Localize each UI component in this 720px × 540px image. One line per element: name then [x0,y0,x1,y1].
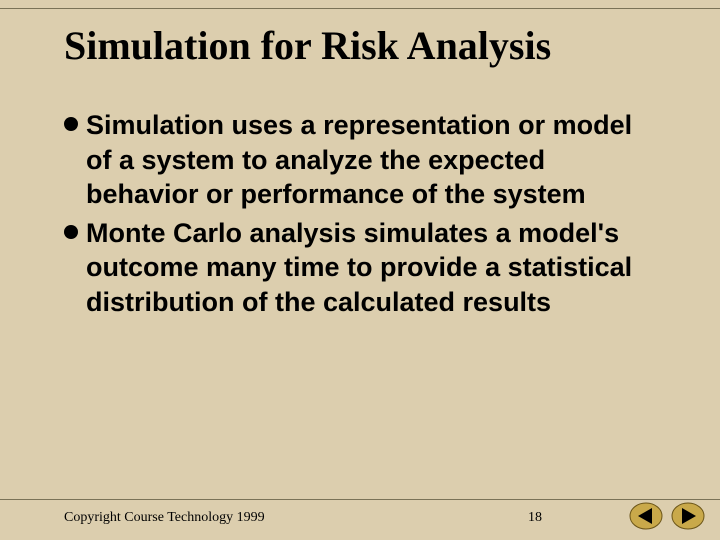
next-button[interactable] [670,498,706,534]
top-divider [0,8,720,9]
bullet-item: Simulation uses a representation or mode… [64,108,660,212]
bullet-item: Monte Carlo analysis simulates a model's… [64,216,660,320]
prev-button[interactable] [628,498,664,534]
bullet-icon [64,225,78,239]
nav-button-group [628,498,706,534]
bullet-text: Monte Carlo analysis simulates a model's… [86,216,660,320]
footer-divider [0,499,720,500]
bullet-icon [64,117,78,131]
slide-title: Simulation for Risk Analysis [64,22,551,69]
copyright-text: Copyright Course Technology 1999 [64,510,265,526]
content-area: Simulation uses a representation or mode… [64,108,660,323]
bullet-text: Simulation uses a representation or mode… [86,108,660,212]
page-number: 18 [528,510,542,526]
